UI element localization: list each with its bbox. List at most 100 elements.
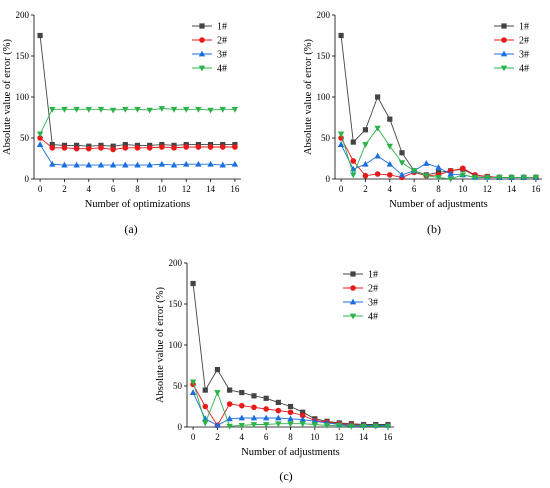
- series-4: [337, 125, 540, 183]
- data-point: [97, 106, 105, 113]
- data-point: [471, 174, 479, 181]
- data-point: [171, 145, 177, 151]
- data-point: [170, 106, 178, 113]
- legend-marker: [500, 50, 508, 57]
- data-point: [447, 170, 454, 177]
- data-point: [362, 172, 369, 179]
- series-4: [189, 379, 392, 430]
- data-point: [251, 393, 257, 399]
- data-point: [337, 131, 345, 138]
- x-tick-label: 14: [507, 184, 517, 194]
- data-point: [146, 145, 153, 151]
- x-tick-label: 6: [412, 184, 417, 194]
- series-line: [39, 35, 235, 147]
- data-point: [232, 144, 238, 150]
- data-point: [202, 403, 209, 410]
- data-point: [159, 144, 165, 150]
- legend-marker: [349, 313, 357, 320]
- data-point: [238, 402, 245, 409]
- data-point: [362, 142, 369, 148]
- data-point: [85, 106, 92, 113]
- series-line: [192, 283, 388, 425]
- panel-label: (b): [427, 222, 441, 236]
- data-point: [183, 106, 190, 113]
- x-tick-label: 10: [458, 184, 468, 194]
- legend-marker: [198, 65, 206, 72]
- data-point: [262, 422, 270, 428]
- data-point: [122, 145, 129, 151]
- data-point: [226, 401, 233, 407]
- data-point: [384, 423, 392, 430]
- x-tick-label: 2: [62, 184, 67, 194]
- data-point: [110, 146, 116, 153]
- data-point: [323, 422, 331, 429]
- data-point: [250, 422, 258, 428]
- legend: 1# 2# 3# 4#: [343, 270, 378, 323]
- data-point: [387, 116, 393, 122]
- data-point: [219, 106, 226, 113]
- data-point: [300, 409, 306, 415]
- x-tick-label: 2: [215, 432, 220, 442]
- data-point: [85, 161, 92, 168]
- y-tick-label: 200: [16, 10, 30, 20]
- legend-marker: [349, 298, 357, 305]
- x-tick-label: 4: [87, 184, 92, 194]
- y-tick-label: 150: [16, 51, 30, 61]
- data-point: [37, 135, 43, 141]
- legend: 1# 2# 3# 4#: [192, 22, 227, 75]
- data-point: [109, 161, 117, 168]
- data-point: [73, 106, 80, 113]
- legend-label: 1#: [519, 22, 529, 33]
- series-1: [37, 32, 238, 149]
- data-point: [350, 139, 356, 145]
- x-tick-label: 2: [363, 184, 368, 194]
- data-point: [386, 160, 393, 167]
- legend-label: 1#: [368, 270, 378, 281]
- data-point: [263, 406, 269, 412]
- legend-marker: [198, 50, 206, 57]
- data-point: [299, 421, 306, 428]
- data-point: [61, 145, 68, 151]
- y-tick-label: 0: [178, 422, 183, 432]
- series-1: [338, 32, 539, 180]
- data-point: [134, 161, 141, 168]
- data-point: [362, 160, 369, 167]
- legend-marker: [199, 23, 205, 29]
- data-point: [195, 144, 202, 150]
- data-point: [183, 160, 190, 167]
- data-point: [134, 106, 141, 113]
- x-tick-label: 0: [38, 184, 43, 194]
- x-tick-label: 6: [264, 432, 269, 442]
- data-point: [484, 174, 491, 181]
- data-point: [122, 141, 128, 148]
- y-tick-label: 200: [169, 258, 183, 268]
- data-point: [375, 94, 381, 100]
- data-point: [508, 174, 515, 181]
- legend-marker: [501, 23, 507, 29]
- series-2: [37, 135, 238, 153]
- y-tick-label: 50: [321, 133, 331, 143]
- data-point: [49, 160, 56, 167]
- x-tick-label: 10: [310, 432, 320, 442]
- data-point: [85, 145, 92, 152]
- y-tick-label: 100: [16, 92, 30, 102]
- legend-label: 2#: [217, 36, 227, 47]
- data-point: [189, 389, 197, 395]
- data-point: [231, 160, 239, 167]
- x-tick-label: 8: [288, 432, 293, 442]
- data-point: [190, 280, 196, 287]
- y-axis-label: Absolute value of error (%): [2, 38, 13, 155]
- panel-label: (a): [124, 222, 137, 236]
- y-tick-label: 200: [317, 10, 331, 20]
- data-point: [36, 131, 44, 138]
- data-point: [158, 106, 166, 112]
- data-point: [207, 144, 214, 150]
- data-point: [386, 172, 393, 178]
- data-point: [262, 414, 270, 421]
- series-1: [190, 280, 391, 428]
- data-point: [219, 144, 226, 150]
- data-point: [202, 387, 208, 393]
- data-point: [398, 160, 406, 166]
- data-point: [496, 174, 503, 181]
